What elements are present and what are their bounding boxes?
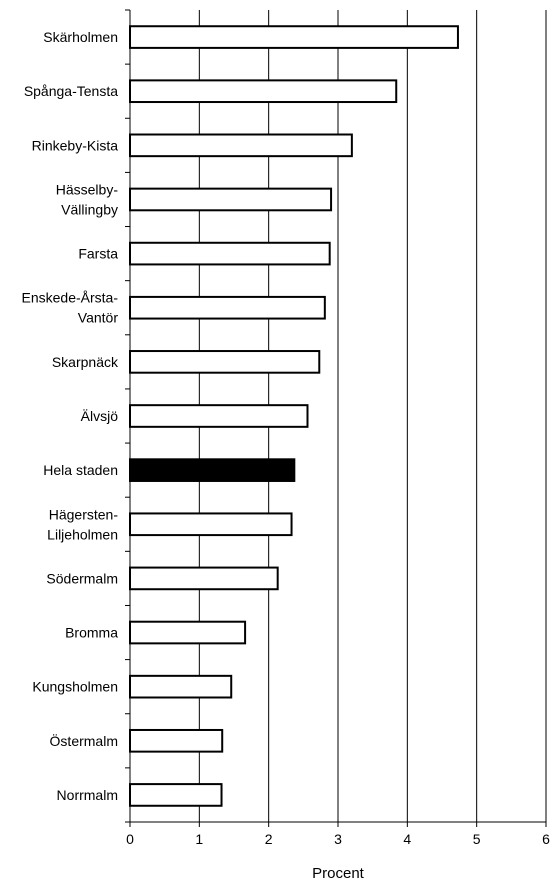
category-label-line: Skärholmen [43, 29, 118, 45]
category-label: Älvsjö [81, 408, 119, 424]
category-label-line: Östermalm [50, 732, 118, 749]
x-tick-label: 6 [542, 831, 550, 847]
x-tick-label: 3 [334, 831, 342, 847]
category-label: Hela staden [43, 462, 118, 478]
category-label-line: Älvsjö [81, 408, 119, 424]
category-label-line: Norrmalm [57, 787, 118, 803]
category-label: Skarpnäck [52, 354, 119, 370]
category-label: Skärholmen [43, 29, 118, 45]
x-tick-labels: 0 1 2 3 4 5 6 [126, 831, 550, 847]
category-label: Kungsholmen [32, 679, 118, 695]
category-label-line: Enskede-Årsta- [22, 290, 119, 306]
category-label: Hägersten- Liljeholmen [47, 506, 118, 542]
bar [129, 187, 333, 212]
x-tick-label: 0 [126, 831, 134, 847]
category-label: Bromma [65, 625, 118, 641]
category-label: Spånga-Tensta [24, 83, 118, 99]
bar [129, 25, 459, 49]
category-label: Norrmalm [57, 787, 118, 803]
category-label: Enskede-Årsta- Vantör [22, 290, 119, 326]
category-label-line: Farsta [78, 246, 118, 262]
category-label-line: Vantör [78, 310, 119, 326]
category-label-line: Liljeholmen [47, 526, 118, 542]
category-labels: Skärholmen Spånga-Tensta Rinkeby-Kista Häss… [22, 29, 119, 803]
bar [129, 512, 293, 537]
category-label: Södermalm [46, 570, 118, 586]
bar [129, 241, 331, 266]
bar [129, 350, 321, 374]
x-tick-label: 5 [473, 831, 481, 847]
category-label-line: Vällingby [61, 201, 118, 217]
category-label-line: Hässelby- [56, 181, 119, 197]
bar [129, 295, 326, 320]
category-label-line: Bromma [65, 625, 118, 641]
bar [129, 674, 233, 699]
category-label: Rinkeby-Kista [32, 137, 119, 153]
bar [129, 133, 353, 158]
category-label-line: Hägersten- [49, 506, 119, 522]
axes [125, 9, 547, 827]
bars [129, 25, 459, 807]
x-tick-label: 1 [195, 831, 203, 847]
category-label: Hässelby- Vällingby [56, 181, 119, 217]
bar [129, 79, 398, 104]
category-label: Östermalm [50, 732, 118, 749]
bar [129, 566, 279, 591]
bar [129, 728, 224, 753]
category-label-line: Skarpnäck [52, 354, 119, 370]
bar [129, 620, 247, 645]
x-tick-label: 4 [403, 831, 411, 847]
bar [129, 458, 296, 482]
category-label-line: Södermalm [46, 570, 118, 586]
category-label: Farsta [78, 246, 118, 262]
bar [129, 404, 309, 428]
category-label-line: Hela staden [43, 462, 118, 478]
category-label-line: Spånga-Tensta [24, 83, 118, 99]
bar [129, 783, 223, 807]
x-axis-title: Procent [312, 865, 365, 882]
category-label-line: Kungsholmen [32, 679, 118, 695]
x-tick-label: 2 [265, 831, 273, 847]
category-label-line: Rinkeby-Kista [32, 137, 119, 153]
